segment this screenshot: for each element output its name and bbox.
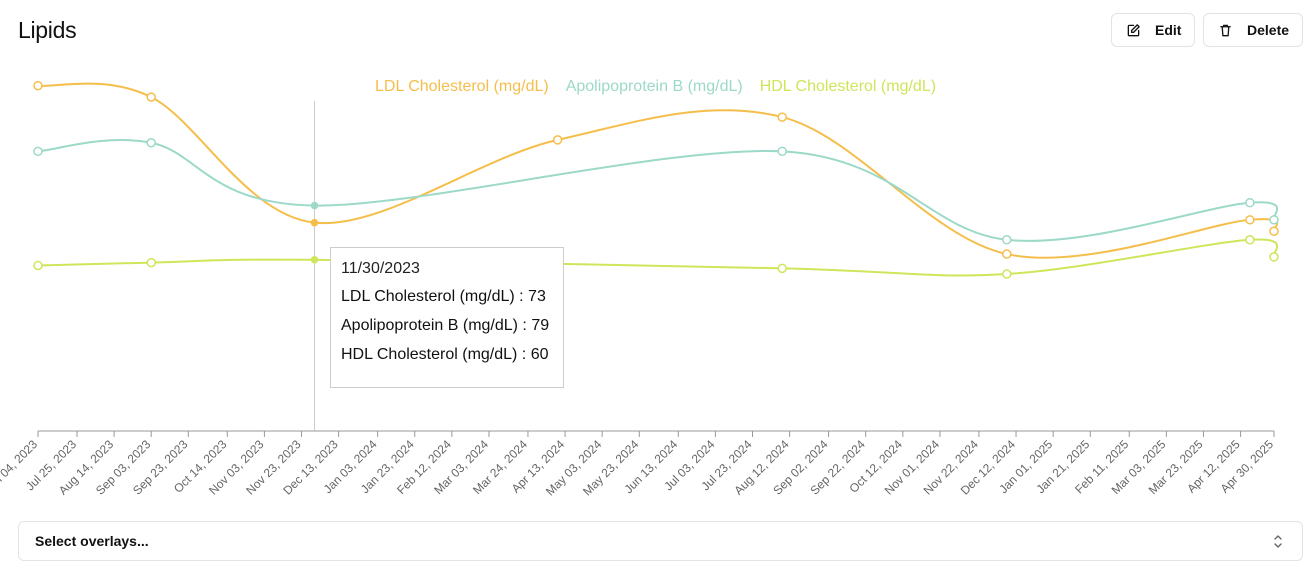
data-point-ldl	[310, 218, 319, 227]
data-point-apob	[146, 138, 156, 148]
data-point-ldl	[146, 92, 156, 102]
data-point-ldl	[1269, 226, 1279, 236]
data-point-hdl	[777, 263, 787, 274]
series-line-apob	[37, 139, 1278, 242]
series-line-ldl	[37, 82, 1278, 259]
data-point-apob	[33, 146, 43, 157]
data-point-apob	[1245, 197, 1255, 208]
data-point-ldl	[1245, 215, 1255, 225]
chart-tooltip: 11/30/2023 LDL Cholesterol (mg/dL) : 73 …	[330, 247, 564, 388]
data-point-hdl	[1269, 252, 1279, 262]
data-point-hdl	[1002, 269, 1012, 279]
legend-item-hdl: HDL Cholesterol (mg/dL)	[760, 78, 936, 95]
edit-label: Edit	[1155, 22, 1182, 38]
trash-icon	[1218, 23, 1233, 38]
delete-button[interactable]: Delete	[1203, 13, 1303, 47]
edit-button[interactable]: Edit	[1111, 13, 1195, 47]
data-point-hdl	[1245, 235, 1255, 245]
data-point-hdl	[33, 260, 43, 271]
edit-icon	[1126, 23, 1141, 38]
tooltip-row-hdl: HDL Cholesterol (mg/dL) : 60	[341, 346, 549, 363]
lipids-chart: LDL Cholesterol (mg/dL) Apolipoprotein B …	[0, 60, 1316, 500]
page-title: Lipids	[18, 17, 77, 43]
data-point-ldl	[552, 135, 563, 145]
data-point-ldl	[1002, 249, 1012, 259]
overlay-select-placeholder: Select overlays...	[35, 533, 149, 549]
tooltip-date: 11/30/2023	[341, 260, 420, 277]
data-point-ldl	[777, 112, 787, 122]
data-point-apob	[310, 201, 319, 210]
data-point-apob	[777, 146, 787, 157]
data-point-apob	[1269, 215, 1279, 225]
data-point-hdl	[146, 257, 156, 268]
data-point-apob	[1002, 235, 1012, 245]
chevron-up-down-icon	[1272, 533, 1284, 550]
legend-item-apob: Apolipoprotein B (mg/dL)	[566, 78, 743, 95]
delete-label: Delete	[1247, 22, 1290, 38]
data-point-ldl	[33, 80, 43, 91]
data-point-hdl	[310, 256, 319, 264]
overlay-select[interactable]: Select overlays...	[18, 521, 1303, 561]
series-line-hdl	[37, 238, 1278, 277]
tooltip-row-apob: Apolipoprotein B (mg/dL) : 79	[341, 317, 550, 334]
chart-svg: LDL Cholesterol (mg/dL) Apolipoprotein B …	[0, 78, 1279, 499]
legend-item-ldl: LDL Cholesterol (mg/dL)	[375, 78, 549, 95]
tooltip-row-ldl: LDL Cholesterol (mg/dL) : 73	[341, 288, 546, 305]
